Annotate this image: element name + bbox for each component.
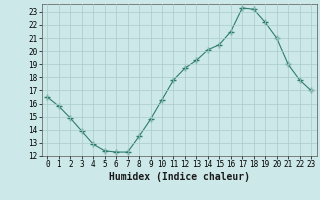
X-axis label: Humidex (Indice chaleur): Humidex (Indice chaleur) <box>109 172 250 182</box>
